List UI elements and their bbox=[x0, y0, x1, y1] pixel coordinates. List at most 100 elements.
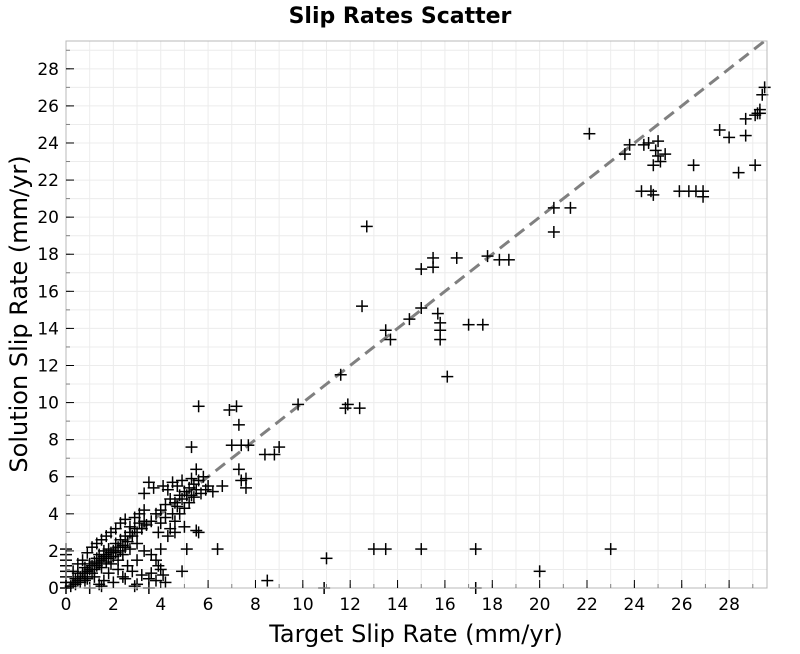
data-point bbox=[713, 124, 726, 137]
y-tick-label: 6 bbox=[48, 468, 59, 488]
data-point bbox=[168, 515, 181, 528]
data-point bbox=[618, 148, 631, 161]
data-point bbox=[659, 148, 672, 161]
y-tick-label: 12 bbox=[37, 356, 59, 376]
data-point bbox=[415, 263, 428, 276]
data-point bbox=[652, 135, 665, 148]
x-tick-label: 16 bbox=[434, 595, 456, 615]
data-point bbox=[138, 504, 151, 517]
data-point bbox=[749, 159, 762, 172]
data-point bbox=[176, 474, 189, 487]
data-point bbox=[97, 574, 110, 587]
data-point bbox=[273, 441, 286, 454]
data-point bbox=[431, 307, 444, 320]
data-point bbox=[469, 543, 482, 556]
data-point bbox=[197, 470, 210, 483]
y-tick-label: 4 bbox=[48, 505, 59, 525]
x-tick-label: 2 bbox=[108, 595, 119, 615]
data-point bbox=[292, 398, 305, 411]
x-tick-label: 0 bbox=[61, 595, 72, 615]
data-point bbox=[481, 250, 494, 263]
data-point bbox=[732, 166, 745, 179]
data-point bbox=[232, 463, 245, 476]
data-point bbox=[185, 441, 198, 454]
x-tick-label: 20 bbox=[529, 595, 551, 615]
data-point bbox=[403, 313, 416, 326]
data-point bbox=[187, 491, 200, 504]
data-point bbox=[547, 201, 560, 214]
y-tick-label: 20 bbox=[37, 208, 59, 228]
data-point bbox=[758, 81, 771, 94]
data-point bbox=[749, 109, 762, 122]
data-point bbox=[123, 543, 136, 556]
data-point bbox=[450, 251, 463, 264]
data-point bbox=[268, 448, 281, 461]
x-tick-label: 28 bbox=[718, 595, 740, 615]
x-tick-label: 26 bbox=[671, 595, 693, 615]
data-point bbox=[441, 370, 454, 383]
data-point bbox=[654, 155, 667, 168]
data-point bbox=[104, 557, 117, 570]
data-point bbox=[206, 485, 219, 498]
data-point bbox=[239, 481, 252, 494]
x-tick-label: 6 bbox=[203, 595, 214, 615]
y-tick-label: 0 bbox=[48, 579, 59, 599]
data-point bbox=[192, 400, 205, 413]
data-point bbox=[353, 402, 366, 415]
data-point bbox=[159, 511, 172, 524]
data-point bbox=[152, 526, 165, 539]
data-point bbox=[161, 483, 174, 496]
data-point bbox=[232, 418, 245, 431]
data-point bbox=[334, 368, 347, 381]
data-point bbox=[192, 526, 205, 539]
data-point bbox=[147, 481, 160, 494]
data-point bbox=[119, 572, 132, 585]
data-point bbox=[367, 543, 380, 556]
data-point bbox=[533, 565, 546, 578]
x-tick-label: 8 bbox=[250, 595, 261, 615]
data-point bbox=[180, 543, 193, 556]
data-point bbox=[123, 520, 136, 533]
data-point bbox=[723, 131, 736, 144]
data-point bbox=[427, 251, 440, 264]
data-point bbox=[216, 480, 229, 493]
data-point bbox=[604, 543, 617, 556]
y-tick-label: 8 bbox=[48, 431, 59, 451]
data-point bbox=[564, 201, 577, 214]
data-point bbox=[154, 543, 167, 556]
x-tick-label: 4 bbox=[155, 595, 166, 615]
data-points bbox=[60, 81, 771, 594]
data-point bbox=[166, 507, 179, 520]
data-point bbox=[356, 300, 369, 313]
data-point bbox=[176, 565, 189, 578]
data-point bbox=[88, 570, 101, 583]
data-point bbox=[135, 569, 148, 582]
data-point bbox=[434, 316, 447, 329]
y-tick-label: 14 bbox=[37, 319, 59, 339]
data-point bbox=[149, 574, 162, 587]
data-point bbox=[739, 129, 752, 142]
data-point bbox=[642, 136, 655, 149]
data-point bbox=[583, 127, 596, 140]
reference-line bbox=[65, 37, 768, 590]
data-point bbox=[128, 580, 141, 593]
data-point bbox=[547, 225, 560, 238]
data-point bbox=[178, 520, 191, 533]
x-tick-label: 24 bbox=[624, 595, 646, 615]
y-axis-label: Solution Slip Rate (mm/yr) bbox=[5, 155, 33, 472]
data-point bbox=[261, 574, 274, 587]
data-point bbox=[341, 398, 354, 411]
y-tick-label: 16 bbox=[37, 282, 59, 302]
data-point bbox=[434, 333, 447, 346]
data-point bbox=[415, 302, 428, 315]
data-point bbox=[131, 554, 144, 567]
x-axis-ticks: 0 2 4 6 8 10 12 14 16 18 20 22 24 26 28 bbox=[61, 49, 754, 615]
data-point bbox=[119, 513, 132, 526]
data-point bbox=[171, 500, 184, 513]
y-tick-label: 24 bbox=[37, 134, 59, 154]
data-point bbox=[242, 439, 255, 452]
data-point bbox=[159, 576, 172, 589]
y-tick-label: 26 bbox=[37, 97, 59, 117]
data-point bbox=[623, 138, 636, 151]
